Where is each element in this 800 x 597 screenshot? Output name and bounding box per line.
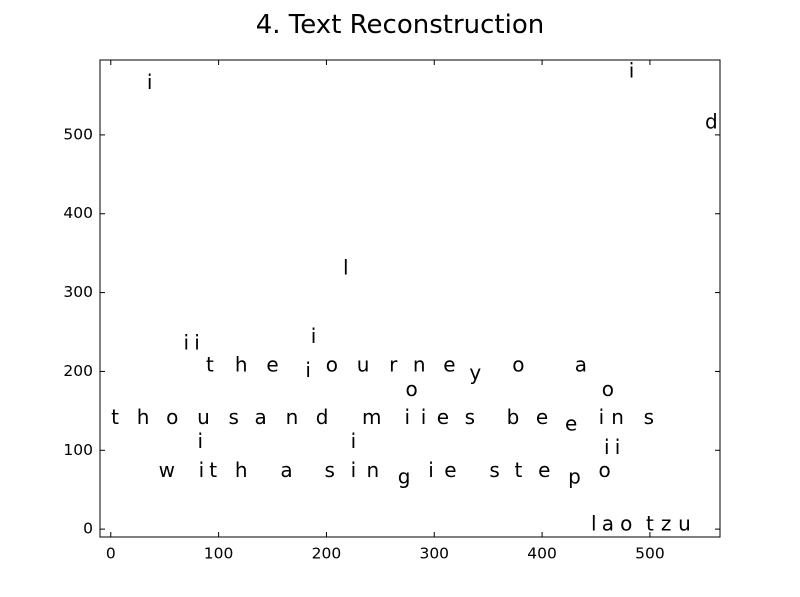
axes: 0 100 200 300 400 500 0 100 200 300 400 500 bbox=[63, 60, 720, 563]
data-point-letter: y bbox=[469, 360, 481, 384]
data-point-letter: i bbox=[604, 435, 610, 459]
data-point-letter: a bbox=[575, 352, 587, 376]
y-tick-label: 0 bbox=[83, 520, 93, 538]
y-tick-label: 400 bbox=[63, 204, 93, 222]
data-point-letter: i bbox=[629, 58, 635, 82]
data-point-letter: i bbox=[183, 330, 189, 354]
data-point-letter: z bbox=[661, 512, 672, 536]
data-point-letter: e bbox=[443, 352, 455, 376]
data-point-letter: n bbox=[413, 352, 426, 376]
data-point-letter: i bbox=[351, 458, 357, 482]
data-point-letter: n bbox=[366, 458, 379, 482]
data-point-letter: r bbox=[389, 352, 398, 376]
data-point-letter: t bbox=[514, 458, 522, 482]
data-point-letter: i bbox=[599, 405, 605, 429]
data-point-letter: i bbox=[199, 458, 205, 482]
data-point-letter: o bbox=[405, 377, 417, 401]
data-point-letter: o bbox=[602, 377, 614, 401]
data-point-letter: i bbox=[428, 458, 434, 482]
data-point-letter: n bbox=[286, 405, 299, 429]
data-point-letter: i bbox=[405, 405, 411, 429]
data-point-letter: u bbox=[197, 405, 210, 429]
data-point-letter: i bbox=[197, 429, 203, 453]
x-tick-label: 100 bbox=[204, 545, 234, 563]
data-point-letter: i bbox=[147, 70, 153, 94]
data-point-letter: h bbox=[235, 352, 248, 376]
data-point-letter: i bbox=[305, 358, 311, 382]
data-point-letter: w bbox=[159, 458, 175, 482]
data-point-letter: l bbox=[343, 255, 349, 279]
y-tick-label: 100 bbox=[63, 441, 93, 459]
data-point-letter: e bbox=[444, 458, 456, 482]
x-tick-label: 300 bbox=[419, 545, 449, 563]
data-point-letter: o bbox=[599, 458, 611, 482]
data-point-letter: s bbox=[465, 405, 475, 429]
data-point-letter: e bbox=[437, 405, 449, 429]
data-point-letter: u bbox=[678, 512, 691, 536]
data-point-letter: i bbox=[615, 435, 621, 459]
data-point-letter: t bbox=[111, 405, 119, 429]
data-point-letter: s bbox=[324, 458, 334, 482]
data-point-letter: i bbox=[351, 429, 357, 453]
data-point-letter: s bbox=[489, 458, 499, 482]
data-point-letter: u bbox=[357, 352, 370, 376]
plot-frame bbox=[99, 59, 721, 538]
data-point-letter: i bbox=[421, 405, 427, 429]
data-point-letter: t bbox=[209, 458, 217, 482]
data-point-letter: i bbox=[194, 330, 200, 354]
data-point-letter: s bbox=[228, 405, 238, 429]
x-tick-label: 0 bbox=[106, 545, 116, 563]
data-point-letter: h bbox=[137, 405, 150, 429]
data-point-letter: o bbox=[166, 405, 178, 429]
data-point-letter: e bbox=[266, 352, 278, 376]
data-point-letter: s bbox=[644, 405, 654, 429]
data-point-letter: g bbox=[398, 464, 411, 488]
data-point-letter: a bbox=[602, 512, 614, 536]
y-tick-label: 200 bbox=[63, 362, 93, 380]
data-point-letter: a bbox=[255, 405, 267, 429]
x-tick-label: 200 bbox=[312, 545, 342, 563]
data-point-letter: e bbox=[536, 405, 548, 429]
data-point-letter: o bbox=[512, 352, 524, 376]
x-tick-label: 500 bbox=[635, 545, 665, 563]
data-point-letter: m bbox=[362, 405, 381, 429]
y-tick-label: 300 bbox=[63, 283, 93, 301]
data-point-letter: a bbox=[280, 458, 292, 482]
data-point-letter: o bbox=[326, 352, 338, 376]
data-point-letter: b bbox=[507, 405, 520, 429]
chart-title: 4. Text Reconstruction bbox=[256, 10, 545, 40]
data-point-letter: p bbox=[568, 464, 581, 488]
y-tick-label: 500 bbox=[63, 125, 93, 143]
data-point-letter: o bbox=[620, 512, 632, 536]
data-point-letter: d bbox=[316, 405, 329, 429]
data-point-letter: l bbox=[591, 512, 597, 536]
data-point-letter: h bbox=[235, 458, 248, 482]
data-point-letter: e bbox=[565, 412, 577, 436]
x-tick-label: 400 bbox=[527, 545, 557, 563]
data-point-letter: t bbox=[646, 512, 654, 536]
data-point-letter: n bbox=[611, 405, 624, 429]
data-point-letter: i bbox=[311, 324, 317, 348]
data-point-letter: t bbox=[206, 352, 214, 376]
data-point-letter: e bbox=[538, 458, 550, 482]
data-point-letter: d bbox=[705, 110, 718, 134]
